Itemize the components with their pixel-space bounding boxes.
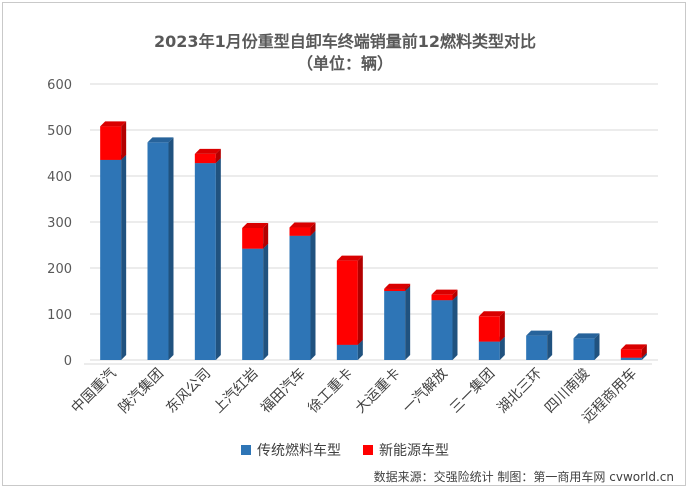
source-note: 数据来源：交强险统计 制图：第一商用车网 cvworld.cn [373,470,674,484]
x-category-label: 三一集团 [447,365,499,417]
legend-label-new-energy: 新能源车型 [379,443,449,459]
bar-segment [147,142,169,360]
y-tick-label: 0 [64,354,72,369]
bar-segment [620,357,642,360]
x-category-label: 徐工重卡 [305,366,356,417]
bar-top [431,289,458,295]
y-tick-label: 400 [47,170,72,185]
bar-side [357,339,363,360]
y-tick-label: 500 [47,124,72,139]
bar-side [310,230,316,360]
bar-segment [336,260,358,345]
bar-side [594,333,600,360]
y-tick-label: 100 [47,308,72,323]
x-category-label: 大运重卡 [353,366,404,417]
bar-side [263,243,269,360]
bar-segment [478,341,500,360]
bar-side [452,295,458,360]
bar-segment [289,235,311,360]
legend-item-traditional: 传统燃料车型 [241,440,341,460]
bar-side [499,336,505,360]
bar-segment [478,316,500,342]
legend-label-traditional: 传统燃料车型 [257,443,341,459]
bar-top [100,121,127,127]
bar-segment [384,291,406,360]
legend-swatch-new-energy [363,445,373,455]
bar-side [215,158,221,360]
legend-item-new-energy: 新能源车型 [363,440,449,460]
bar-side [452,289,458,301]
bar-top [620,344,647,350]
x-category-label: 湖北三环 [495,366,546,417]
bar-top [478,311,505,317]
bar-segment [289,227,311,236]
bar-top [147,137,174,143]
bar-side [215,148,221,164]
bar-side [405,283,411,291]
bar-segment [336,344,358,360]
bar-segment [100,159,122,360]
bar-segment [242,227,264,249]
chart-title: 2023年1月份重型自卸车终端销量前12燃料类型对比 [154,32,536,51]
bar-side [121,154,127,360]
bar-side [168,137,174,360]
bar-side [310,222,316,236]
bar-side [641,344,647,358]
bar-segment [100,126,122,160]
bar-side [499,311,505,342]
y-tick-label: 300 [47,216,72,231]
legend-swatch-traditional [241,445,251,455]
bar-side [641,352,647,360]
bar-top [384,283,411,289]
bar-segment [431,294,453,301]
bar-side [263,222,269,249]
bar-segment [526,335,548,360]
bar-side [405,286,411,360]
x-category-label: 上汽红岩 [211,366,262,417]
bar-segment [573,338,595,360]
bar-segment [384,288,406,291]
bar-top [336,255,363,261]
x-category-label: 一汽解放 [400,366,451,417]
bar-top [526,330,553,336]
bar-top [573,333,600,339]
chart-legend: 传统燃料车型 新能源车型 [0,440,690,460]
bar-side [357,255,363,345]
bar-segment [194,163,216,360]
bar-segment [242,248,264,360]
chart-subtitle: （单位：辆） [296,54,393,73]
bar-top [289,222,316,228]
x-category-label: 中国重汽 [69,366,120,417]
y-tick-label: 600 [47,78,72,93]
bar-segment [620,349,642,358]
y-tick-label: 200 [47,262,72,277]
bar-top [194,148,221,154]
bar-side [547,330,553,360]
x-category-label: 陕汽集团 [115,365,167,417]
bar-segment [194,153,216,164]
x-category-label: 东风公司 [163,366,214,417]
x-category-label: 福田汽车 [257,365,309,417]
bar-side [121,121,127,160]
bar-top [242,222,269,228]
bar-segment [431,300,453,360]
